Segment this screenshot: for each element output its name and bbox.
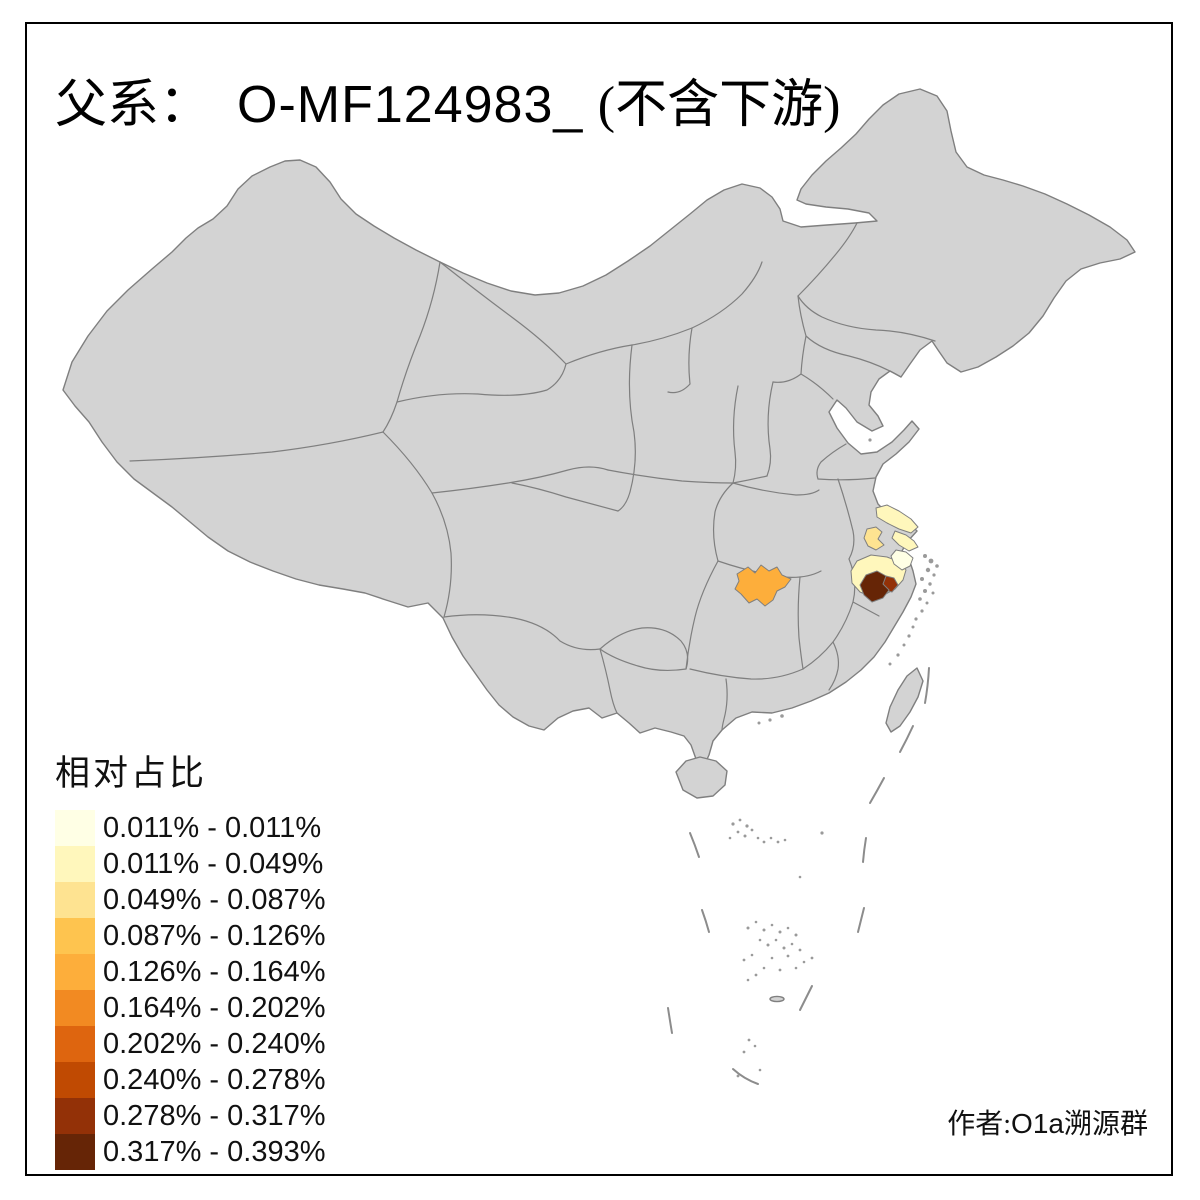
legend-row-6: 0.164% - 0.202% (55, 990, 325, 1026)
highlight-region-3 (863, 526, 885, 551)
south-china-sea-islands (728, 818, 824, 1078)
legend-row-7: 0.202% - 0.240% (55, 1026, 325, 1062)
highlight-region-7 (859, 570, 890, 603)
highlight-region-2 (875, 504, 919, 534)
legend-label-2: 0.011% - 0.049% (103, 847, 324, 880)
legend-label-7: 0.202% - 0.240% (103, 1027, 326, 1060)
highlight-region-4 (891, 530, 919, 552)
legend-label-6: 0.164% - 0.202% (103, 991, 326, 1024)
page-title: 父系： O-MF124983_ (不含下游) (55, 62, 840, 137)
coastal-islands (757, 438, 939, 725)
legend-swatch-8 (55, 1062, 95, 1098)
title-suffix: (不含下游) (597, 77, 841, 134)
legend-row-8: 0.240% - 0.278% (55, 1062, 325, 1098)
legend-label-1: 0.011% - 0.011% (103, 811, 322, 844)
legend-label-5: 0.126% - 0.164% (103, 955, 326, 988)
legend-swatch-2 (55, 846, 95, 882)
attribution-suffix: 溯源群 (1063, 1109, 1148, 1140)
legend-swatch-1 (55, 810, 95, 846)
legend-swatch-5 (55, 954, 95, 990)
title-prefix: 父系： (55, 77, 212, 134)
legend-row-10: 0.317% - 0.393% (55, 1134, 325, 1170)
legend-label-9: 0.278% - 0.317% (103, 1099, 326, 1132)
highlighted-regions (734, 504, 919, 607)
legend-label-8: 0.240% - 0.278% (103, 1063, 326, 1096)
legend-swatch-7 (55, 1026, 95, 1062)
highlight-region-5 (890, 549, 914, 571)
legend: 相对占比 0.011% - 0.011% 0.011% - 0.049% 0.049… (55, 745, 325, 1170)
taiwan-island (885, 667, 924, 733)
taiping-island (769, 995, 785, 1003)
legend-swatch-4 (55, 918, 95, 954)
legend-row-1: 0.011% - 0.011% (55, 810, 325, 846)
highlight-region-1 (734, 564, 792, 607)
legend-swatch-10 (55, 1134, 95, 1170)
legend-row-3: 0.049% - 0.087% (55, 882, 325, 918)
legend-row-5: 0.126% - 0.164% (55, 954, 325, 990)
legend-rows: 0.011% - 0.011% 0.011% - 0.049% 0.049% - 0… (55, 810, 325, 1170)
attribution-prefix: 作者: (947, 1109, 1012, 1140)
legend-label-10: 0.317% - 0.393% (103, 1135, 326, 1168)
legend-swatch-3 (55, 882, 95, 918)
attribution-name: O1a (1011, 1108, 1064, 1139)
legend-swatch-6 (55, 990, 95, 1026)
attribution: 作者:O1a溯源群 (947, 1102, 1148, 1142)
hainan-island (675, 756, 728, 799)
figure-frame (25, 22, 1173, 1176)
title-haplogroup: O-MF124983_ (237, 76, 584, 134)
legend-row-9: 0.278% - 0.317% (55, 1098, 325, 1134)
legend-label-3: 0.049% - 0.087% (103, 883, 326, 916)
legend-title: 相对占比 (55, 754, 208, 793)
legend-row-2: 0.011% - 0.049% (55, 846, 325, 882)
province-borders (129, 222, 936, 731)
nine-dash-line (667, 667, 930, 1085)
legend-swatch-9 (55, 1098, 95, 1134)
legend-label-4: 0.087% - 0.126% (103, 919, 326, 952)
legend-row-4: 0.087% - 0.126% (55, 918, 325, 954)
